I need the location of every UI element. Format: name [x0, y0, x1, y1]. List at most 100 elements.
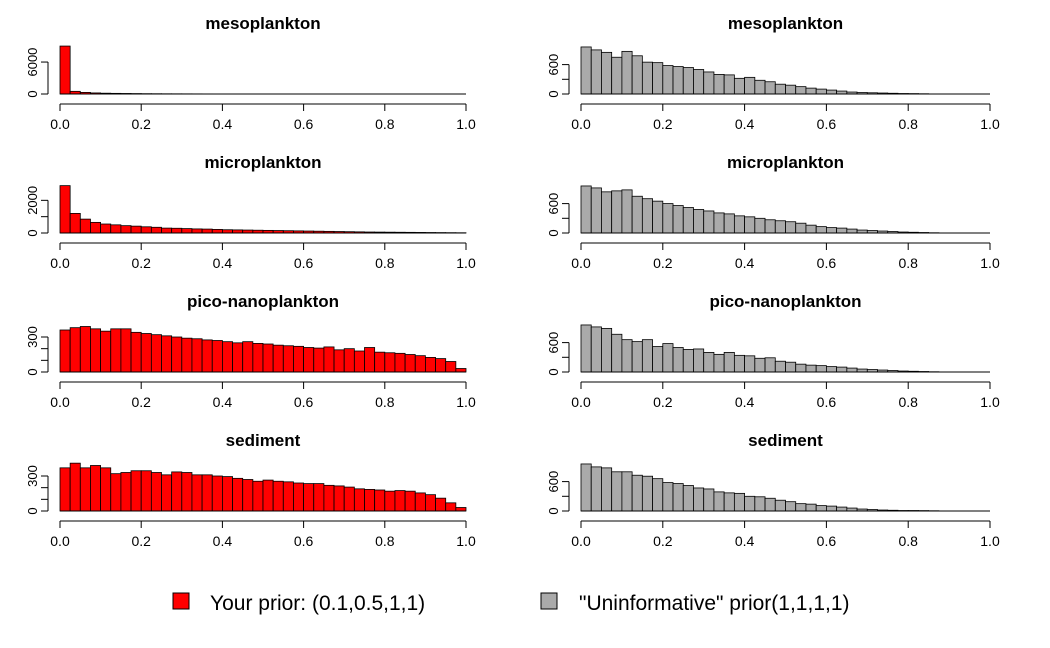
histogram-bar [826, 89, 838, 95]
x-tick-label: 1.0 [980, 533, 1000, 549]
histogram-bar [455, 368, 467, 373]
histogram-bar [580, 324, 592, 373]
histogram-bar [150, 472, 162, 512]
histogram-bar [621, 339, 633, 373]
histogram-bar [826, 227, 838, 234]
x-tick-label: 0.6 [294, 394, 314, 410]
histogram-bar [374, 351, 386, 373]
histogram-bar [69, 327, 81, 373]
histogram-bar [580, 46, 592, 95]
y-tick-label: 600 [546, 193, 561, 215]
panel-title: mesoplankton [205, 14, 320, 33]
histogram-bar [744, 355, 756, 373]
histogram-bar [303, 347, 315, 373]
histogram-bar [171, 227, 183, 234]
x-tick-label: 0.8 [898, 116, 918, 132]
histogram-bar [703, 71, 715, 95]
x-tick-label: 0.0 [571, 394, 591, 410]
histogram-bar [79, 326, 91, 373]
y-tick-label: 0 [546, 368, 561, 375]
histogram-bar [100, 467, 112, 512]
histogram-bar [662, 65, 674, 95]
histogram-bar [79, 218, 91, 234]
histogram-bar [693, 348, 705, 373]
histogram-bar [733, 77, 746, 95]
histogram-bar [100, 330, 112, 373]
legend-label-your-prior: Your prior: (0.1,0.5,1,1) [210, 592, 425, 615]
x-tick-label: 0.4 [213, 255, 233, 271]
panel-title: pico-nanoplankton [187, 292, 339, 311]
x-tick-label: 0.4 [213, 116, 233, 132]
histogram-bar [343, 486, 355, 512]
panel-title: sediment [226, 431, 301, 450]
histogram-bar [110, 224, 122, 234]
histogram-bar [611, 190, 623, 234]
x-tick-label: 1.0 [980, 394, 1000, 410]
histogram-bar [713, 212, 725, 234]
histogram-bar [795, 363, 807, 373]
histogram-bar [764, 219, 776, 234]
x-tick-label: 0.8 [375, 116, 395, 132]
panel-title: microplankton [204, 153, 321, 172]
histogram-bar [641, 339, 653, 373]
histogram-bar [641, 475, 653, 512]
histogram-bar [703, 351, 715, 373]
histogram-bar [90, 328, 101, 373]
histogram-bar [171, 336, 183, 373]
histogram-bar [120, 472, 132, 512]
panel-title: sediment [748, 431, 823, 450]
histogram-bar [682, 349, 694, 373]
histogram-bar [303, 483, 315, 512]
x-tick-label: 0.6 [817, 533, 837, 549]
histogram-bar [733, 215, 746, 234]
histogram-bar [590, 326, 602, 373]
histogram-bar [795, 86, 807, 95]
histogram-bar [191, 228, 203, 234]
legend: Your prior: (0.1,0.5,1,1) "Uninformative… [172, 592, 850, 615]
histogram-bar [774, 499, 786, 512]
histogram-bar [580, 463, 592, 512]
histogram-bar [455, 507, 467, 512]
histogram-bar [161, 227, 173, 234]
histogram-bar [580, 185, 592, 234]
histogram-bar [805, 224, 817, 234]
histogram-bar [272, 344, 284, 373]
histogram-bar [621, 50, 633, 95]
histogram-bar [601, 327, 613, 373]
x-tick-label: 1.0 [456, 533, 476, 549]
histogram-bar [445, 361, 457, 373]
histogram-bar [201, 228, 213, 234]
histogram-panel-left-sediment: sediment 0.0 0.2 0.4 0.6 0.8 1.0 0 300 [25, 431, 476, 549]
histogram-bar [181, 337, 193, 373]
histogram-bar [703, 488, 715, 512]
histogram-bar [826, 366, 838, 373]
histogram-bar [693, 209, 705, 234]
histogram-bar [723, 74, 735, 95]
histogram-bar [836, 366, 848, 373]
x-tick-label: 0.4 [735, 533, 755, 549]
x-tick-label: 0.8 [898, 533, 918, 549]
x-tick-label: 0.4 [213, 533, 233, 549]
x-tick-label: 1.0 [456, 394, 476, 410]
histogram-bar [774, 360, 786, 373]
histogram-bar [242, 341, 254, 373]
x-tick-label: 0.2 [131, 394, 151, 410]
histogram-bar [774, 220, 786, 234]
histogram-bar [641, 198, 653, 234]
histogram-bar [211, 340, 223, 373]
histogram-bar [764, 81, 776, 95]
histogram-bar [262, 479, 274, 512]
histogram-bar [69, 212, 81, 234]
y-tick-label: 600 [546, 471, 561, 493]
histogram-panel-left-mesoplankton: mesoplankton 0.0 0.2 0.4 0.6 0.8 1.0 0 6000 [25, 14, 476, 132]
histogram-bar [100, 223, 112, 234]
histogram-bar [232, 477, 244, 512]
y-tick-label: 0 [546, 229, 561, 236]
histogram-bar [652, 200, 664, 234]
histogram-bar [90, 465, 101, 512]
histogram-bar [682, 207, 694, 234]
histogram-bar [252, 480, 264, 512]
histogram-bar [90, 221, 101, 234]
histogram-bar [703, 210, 715, 234]
